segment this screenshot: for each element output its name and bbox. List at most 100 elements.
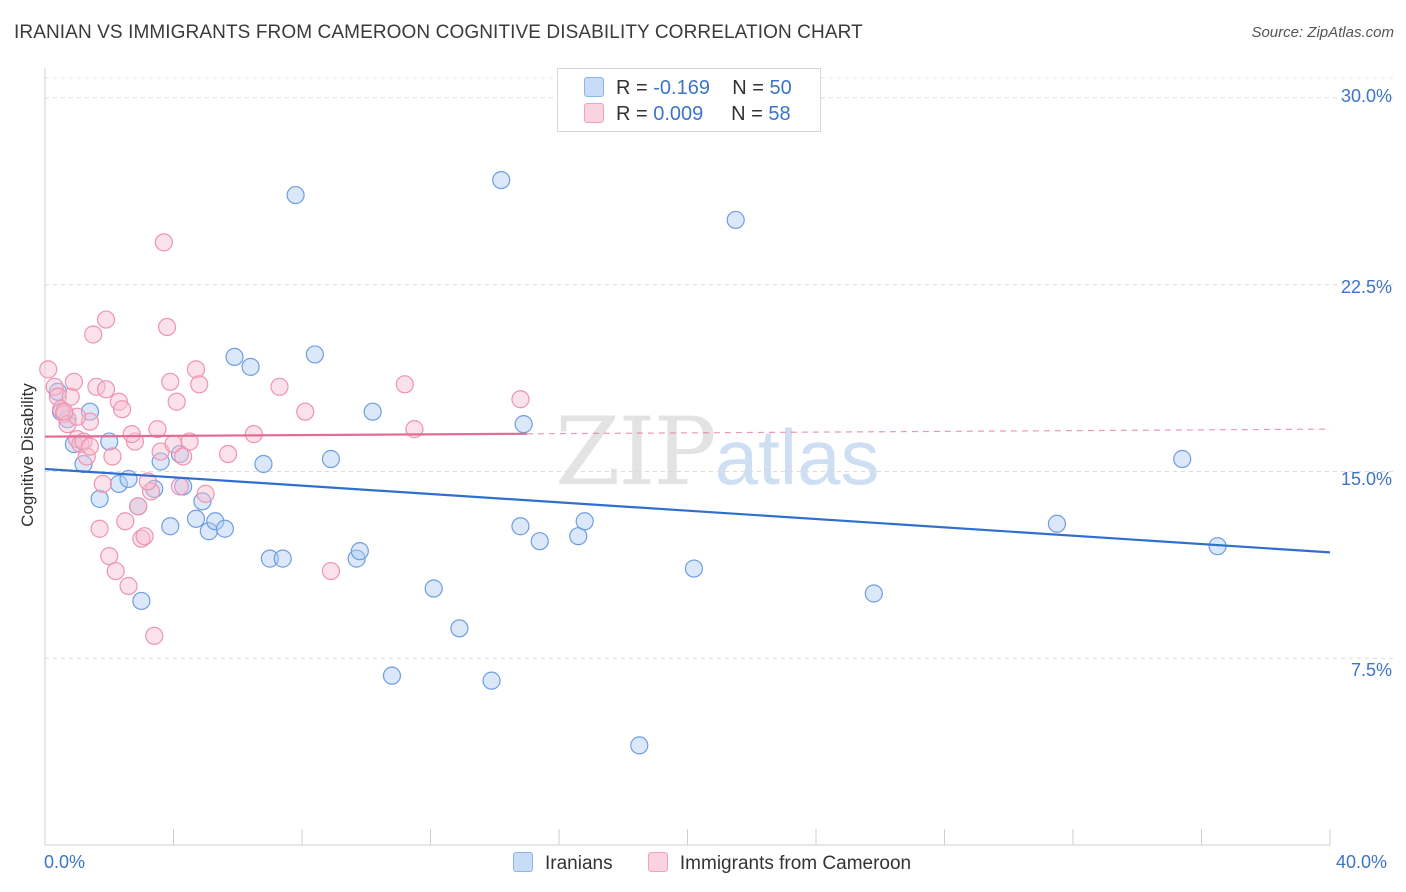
iranians-point [684,559,704,578]
y-axis-label: Cognitive Disability [18,383,37,527]
cameroon-point [55,402,74,421]
iranians-point [90,489,109,508]
cameroon-point [148,420,167,439]
cameroon-point [190,375,209,394]
r-label: R = [616,77,648,99]
iranians-point [350,542,369,561]
watermark-atlas: atlas [714,413,880,501]
legend-item-cameroon: Immigrants from Cameroon [647,852,911,875]
watermark-zip: ZIP [555,398,717,507]
cameroon-point [296,402,315,421]
cameroon-point [154,233,173,252]
cameroon-point [84,325,103,344]
cameroon-point [103,447,122,466]
n-label: N = [731,103,763,125]
iranians-point [321,449,341,469]
iranians-point [482,671,501,690]
iranians-trend-line [44,467,1331,554]
legend-row-cameroon: R = 0.009 N = 58 [584,103,791,126]
iranians-point [726,210,745,230]
iranians-point [109,474,128,494]
cameroon-point [129,497,148,516]
iranians-point [1173,449,1192,469]
cameroon-point [167,392,186,411]
cameroon-point [135,527,154,546]
cameroon-point [106,561,125,581]
iranians-point [286,185,305,205]
iranians-point [225,347,244,367]
cameroon-point [244,425,263,444]
iranians-point [450,619,469,638]
y-tick-label: 22.5% [1340,277,1392,297]
n-label: N = [732,77,764,99]
cameroon-point [45,377,64,396]
cameroon-trend-line [44,432,527,438]
iranians-point [305,345,324,364]
n-value: 50 [769,77,792,99]
iranians-point [424,579,443,598]
x-tick-label: 0.0% [44,852,86,872]
source-label: Source: ZipAtlas.com [1251,24,1394,41]
iranians-point [530,532,549,551]
legend-swatch [584,77,604,97]
iranians-point [630,736,649,755]
cameroon-point [196,484,215,503]
iranians-point [241,357,260,376]
cameroon-point [96,380,116,399]
cameroon-point [141,482,161,501]
cameroon-point [80,437,100,456]
cameroon-point [39,360,58,379]
iranians-point [511,517,530,536]
cameroon-point [180,432,199,451]
iranians-point [215,519,234,538]
cameroon-point [138,472,157,491]
legend-item-iranians: Iranians [513,852,613,875]
legend-swatch [513,852,533,872]
iranians-point [186,509,206,528]
cameroon-point [116,512,135,531]
y-tick-label: 15.0% [1340,469,1392,489]
n-value: 58 [768,103,791,125]
cameroon-point [161,372,180,391]
stats-legend: R = -0.169 N = 50 R = 0.009 N = 58 [557,68,821,132]
cameroon-point [145,626,164,645]
cameroon-point [170,477,190,496]
iranians-point [151,452,170,471]
cameroon-point [157,317,177,337]
cameroon-point [219,444,238,464]
iranians-point [575,512,594,531]
r-label: R = [616,103,648,125]
iranians-point [260,549,279,568]
iranians-point [514,415,533,434]
iranians-point [161,517,180,536]
r-value: 0.009 [653,103,704,125]
y-tick-label: 30.0% [1340,86,1392,106]
cameroon-point [90,519,109,538]
x-tick-label: 40.0% [1336,852,1388,872]
cameroon-point [96,310,116,329]
chart-title: IRANIAN VS IMMIGRANTS FROM CAMEROON COGN… [14,22,863,43]
cameroon-point [93,474,112,494]
y-tick-label: 7.5% [1350,660,1392,680]
iranians-point [864,584,883,603]
cameroon-trend-line-extension [526,428,1331,435]
cameroon-point [112,400,132,419]
iranians-point [382,666,402,685]
cameroon-point [132,529,151,548]
cameroon-point [270,377,289,396]
cameroon-point [395,375,414,394]
r-value: -0.169 [653,77,710,99]
cameroon-point [321,561,341,581]
cameroon-point [122,425,141,444]
cameroon-point [64,372,84,391]
cameroon-point [119,576,138,596]
legend-swatch [584,103,604,123]
cameroon-point [511,390,530,409]
iranians-point [206,512,225,531]
legend-swatch [647,852,668,872]
iranians-point [363,402,382,421]
legend-row-iranians: R = -0.169 N = 50 [584,77,792,100]
iranians-point [254,454,273,474]
iranians-point [170,444,190,464]
